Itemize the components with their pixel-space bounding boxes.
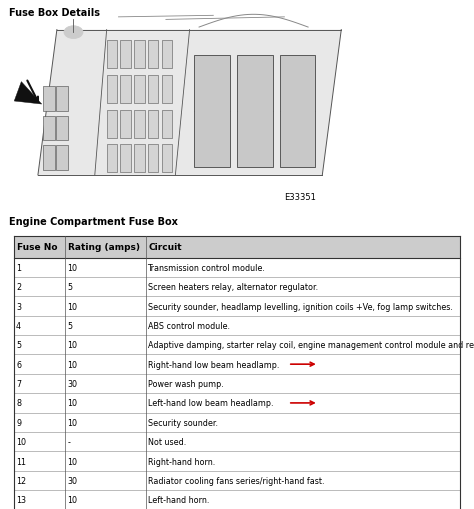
FancyBboxPatch shape [148, 145, 158, 173]
Text: Adaptive damping, starter relay coil, engine management control module and relay: Adaptive damping, starter relay coil, en… [147, 341, 474, 350]
Text: 10: 10 [67, 263, 77, 272]
Text: 10: 10 [67, 457, 77, 466]
FancyBboxPatch shape [162, 76, 172, 104]
FancyBboxPatch shape [107, 41, 117, 69]
FancyBboxPatch shape [162, 41, 172, 69]
FancyBboxPatch shape [120, 76, 131, 104]
Text: 10: 10 [67, 341, 77, 350]
FancyBboxPatch shape [162, 110, 172, 138]
FancyBboxPatch shape [43, 146, 55, 171]
FancyBboxPatch shape [134, 145, 145, 173]
Text: Left-hand horn.: Left-hand horn. [147, 495, 209, 504]
Text: ABS control module.: ABS control module. [147, 321, 229, 330]
Text: 2: 2 [16, 282, 21, 292]
FancyBboxPatch shape [237, 56, 273, 168]
FancyBboxPatch shape [43, 117, 55, 141]
FancyBboxPatch shape [107, 145, 117, 173]
Text: 3: 3 [16, 302, 21, 311]
FancyBboxPatch shape [194, 56, 230, 168]
Text: 30: 30 [67, 476, 77, 485]
FancyBboxPatch shape [56, 117, 68, 141]
Text: Radiator cooling fans series/right-hand fast.: Radiator cooling fans series/right-hand … [147, 476, 324, 485]
Polygon shape [14, 82, 42, 105]
Text: Rating (amps): Rating (amps) [68, 243, 140, 252]
FancyBboxPatch shape [120, 145, 131, 173]
Polygon shape [38, 31, 341, 176]
FancyBboxPatch shape [107, 110, 117, 138]
Text: 7: 7 [16, 379, 21, 388]
Text: Power wash pump.: Power wash pump. [147, 379, 223, 388]
Text: 1: 1 [16, 263, 21, 272]
Text: 8: 8 [16, 399, 21, 408]
Text: 9: 9 [16, 418, 21, 427]
Text: Transmission control module.: Transmission control module. [147, 263, 265, 272]
Text: Fuse No: Fuse No [17, 243, 57, 252]
Text: 10: 10 [67, 399, 77, 408]
Text: 13: 13 [16, 495, 26, 504]
FancyBboxPatch shape [14, 237, 460, 258]
Text: 30: 30 [67, 379, 77, 388]
Text: Right-hand horn.: Right-hand horn. [147, 457, 215, 466]
Text: 10: 10 [67, 418, 77, 427]
Text: Engine Compartment Fuse Box: Engine Compartment Fuse Box [9, 216, 178, 227]
FancyBboxPatch shape [134, 41, 145, 69]
Text: E33351: E33351 [284, 192, 316, 202]
Text: 10: 10 [67, 360, 77, 369]
Text: 5: 5 [67, 321, 73, 330]
FancyBboxPatch shape [280, 56, 315, 168]
FancyBboxPatch shape [162, 145, 172, 173]
FancyBboxPatch shape [120, 110, 131, 138]
Text: 10: 10 [16, 437, 26, 446]
FancyBboxPatch shape [148, 41, 158, 69]
Text: 5: 5 [16, 341, 21, 350]
Text: Security sounder, headlamp levelling, ignition coils +Ve, fog lamp switches.: Security sounder, headlamp levelling, ig… [147, 302, 452, 311]
Text: Fuse Box Details: Fuse Box Details [9, 8, 100, 18]
Text: 10: 10 [67, 302, 77, 311]
FancyBboxPatch shape [134, 110, 145, 138]
Text: Security sounder.: Security sounder. [147, 418, 218, 427]
Text: Not used.: Not used. [147, 437, 186, 446]
Text: 5: 5 [67, 282, 73, 292]
Text: 11: 11 [16, 457, 26, 466]
Text: -: - [67, 437, 70, 446]
FancyBboxPatch shape [56, 146, 68, 171]
FancyBboxPatch shape [56, 87, 68, 111]
FancyBboxPatch shape [43, 87, 55, 111]
Ellipse shape [64, 26, 83, 39]
Text: 4: 4 [16, 321, 21, 330]
FancyBboxPatch shape [120, 41, 131, 69]
FancyBboxPatch shape [148, 76, 158, 104]
FancyBboxPatch shape [134, 76, 145, 104]
FancyBboxPatch shape [148, 110, 158, 138]
Text: 10: 10 [67, 495, 77, 504]
Text: 12: 12 [16, 476, 26, 485]
Text: 6: 6 [16, 360, 21, 369]
Text: Screen heaters relay, alternator regulator.: Screen heaters relay, alternator regulat… [147, 282, 318, 292]
Text: Right-hand low beam headlamp.: Right-hand low beam headlamp. [147, 360, 279, 369]
Text: Circuit: Circuit [148, 243, 182, 252]
Text: Left-hand low beam headlamp.: Left-hand low beam headlamp. [147, 399, 273, 408]
FancyBboxPatch shape [107, 76, 117, 104]
